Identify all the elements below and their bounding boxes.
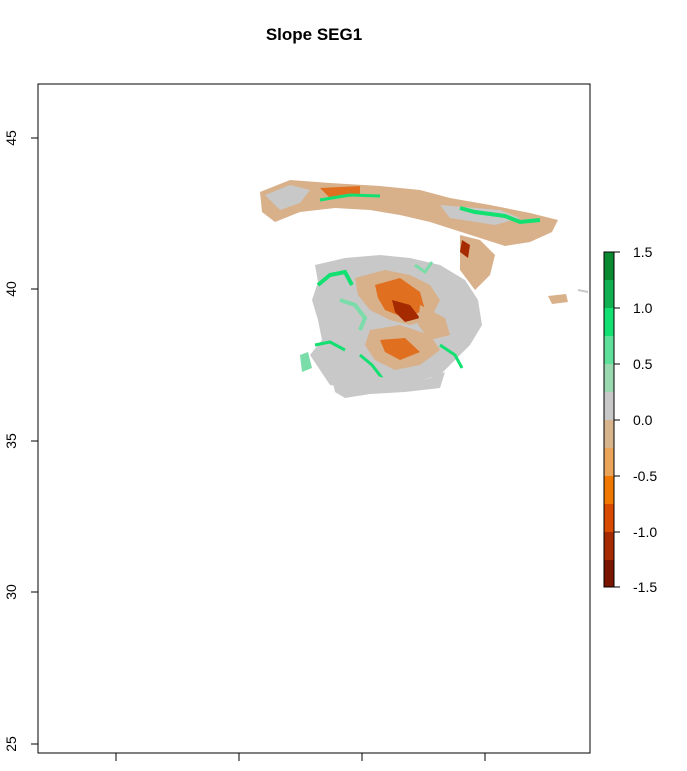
south-central-negative <box>380 338 420 360</box>
north-central-positive <box>414 261 434 275</box>
legend-swatch <box>604 476 614 504</box>
central-negative-core <box>375 278 425 318</box>
y-tick-label: 40 <box>3 281 19 297</box>
legend-swatch <box>604 280 614 308</box>
legend-swatch <box>604 420 614 448</box>
southwest-positive-band <box>314 340 346 352</box>
legend-tick-label: -1.5 <box>633 579 657 595</box>
y-tick-label: 25 <box>3 736 19 752</box>
y-tick-label: 30 <box>3 584 19 600</box>
ebro-negative-spot <box>460 240 470 258</box>
x-axis <box>115 753 486 761</box>
legend-tick-label: 0.5 <box>633 356 653 372</box>
legend-swatch <box>604 532 614 560</box>
east-central-region <box>418 305 450 340</box>
legend-swatch <box>604 252 614 280</box>
legend-swatch <box>604 448 614 476</box>
legend-tick-label: 1.5 <box>633 244 653 260</box>
colorbar: 1.5 1.0 0.5 0.0 -0.5 -1.0 -1.5 <box>603 244 657 595</box>
legend-tick-label: -1.0 <box>633 524 657 540</box>
legend-swatch <box>604 392 614 420</box>
pyrenees-positive-band <box>459 206 541 225</box>
north-positive-band <box>319 193 381 202</box>
andalusia-region <box>330 370 445 398</box>
legend-swatch <box>604 336 614 364</box>
central-strong-negative <box>392 300 420 322</box>
y-tick-label: 45 <box>3 130 19 146</box>
west-positive-band <box>316 269 354 287</box>
map-title: Slope SEG1 <box>265 25 363 44</box>
legend-swatch <box>604 560 614 587</box>
legend-swatch <box>604 364 614 392</box>
legend-tick-label: 1.0 <box>633 300 653 316</box>
legend-tick-label: 0.0 <box>633 412 653 428</box>
northwest-region <box>265 185 310 210</box>
y-tick-label: 35 <box>3 433 19 449</box>
legend-tick-label: -0.5 <box>633 468 657 484</box>
balearic-islands <box>548 294 568 304</box>
southeast-positive-band <box>439 343 464 369</box>
southwest-coast-spot <box>300 352 312 372</box>
south-positive-band <box>359 353 384 379</box>
legend-swatch <box>604 504 614 532</box>
plot-frame <box>37 83 591 754</box>
y-axis: 25 30 35 40 45 <box>3 130 38 752</box>
minorca <box>577 289 589 293</box>
legend-swatch <box>604 308 614 336</box>
west-positive-band-2 <box>339 298 368 331</box>
raster-map <box>260 180 589 398</box>
